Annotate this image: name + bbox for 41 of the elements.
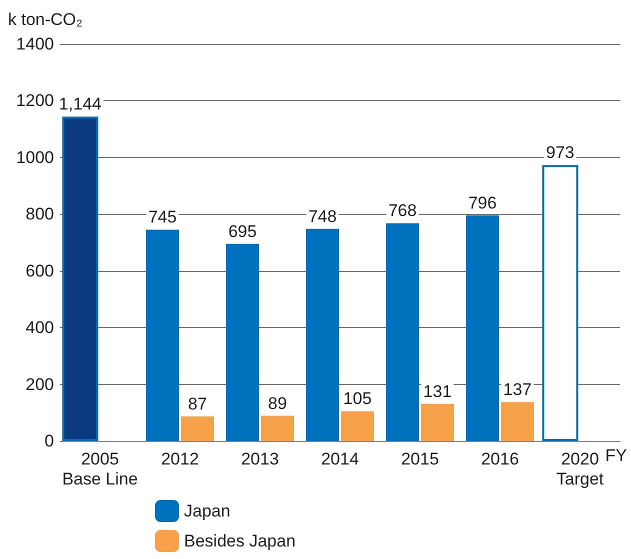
data-label: 768: [388, 201, 417, 220]
bar: [500, 402, 534, 441]
data-label: 745: [148, 208, 177, 227]
y-tick-label: 200: [26, 374, 54, 394]
bar: [386, 223, 420, 441]
bar: [260, 416, 294, 441]
data-label: 695: [228, 222, 257, 241]
y-tick-label: 1000: [16, 148, 54, 167]
y-tick-label: 800: [26, 204, 54, 224]
legend-label: Japan: [184, 502, 230, 520]
data-label: 137: [503, 380, 532, 400]
bar: [226, 244, 260, 441]
bar: [146, 230, 180, 441]
x-axis-title: FY: [605, 446, 628, 465]
y-tick-label: 1400: [16, 34, 54, 54]
bar: [420, 404, 454, 441]
bar: [466, 215, 500, 441]
data-label: 748: [308, 206, 337, 226]
x-tick-label: 2012: [161, 450, 199, 468]
y-tick-label: 0: [44, 432, 54, 450]
y-tick-label: 1200: [16, 91, 54, 110]
x-tick-label: 2020 Target: [556, 450, 604, 488]
x-tick-label: 2016: [481, 450, 519, 468]
bar: [180, 416, 214, 441]
data-label: 1,144: [58, 94, 102, 114]
x-tick-label: 2015: [401, 450, 439, 468]
x-tick-label: 2005 Base Line: [62, 450, 138, 488]
data-label: 131: [423, 382, 452, 401]
data-label: 105: [343, 389, 372, 408]
data-label: 89: [268, 394, 287, 413]
y-tick-label: 600: [26, 261, 54, 280]
data-label: 87: [188, 394, 207, 414]
bar: [340, 411, 374, 441]
x-tick-label: 2014: [321, 450, 359, 468]
data-label: 796: [468, 193, 497, 212]
data-label: 973: [546, 143, 574, 162]
y-axis-title: k ton-CO₂: [8, 10, 83, 29]
legend-label: Besides Japan: [184, 532, 296, 550]
bar: [306, 228, 340, 441]
x-tick-label: 2013: [241, 450, 279, 468]
y-tick-label: 400: [26, 318, 54, 338]
